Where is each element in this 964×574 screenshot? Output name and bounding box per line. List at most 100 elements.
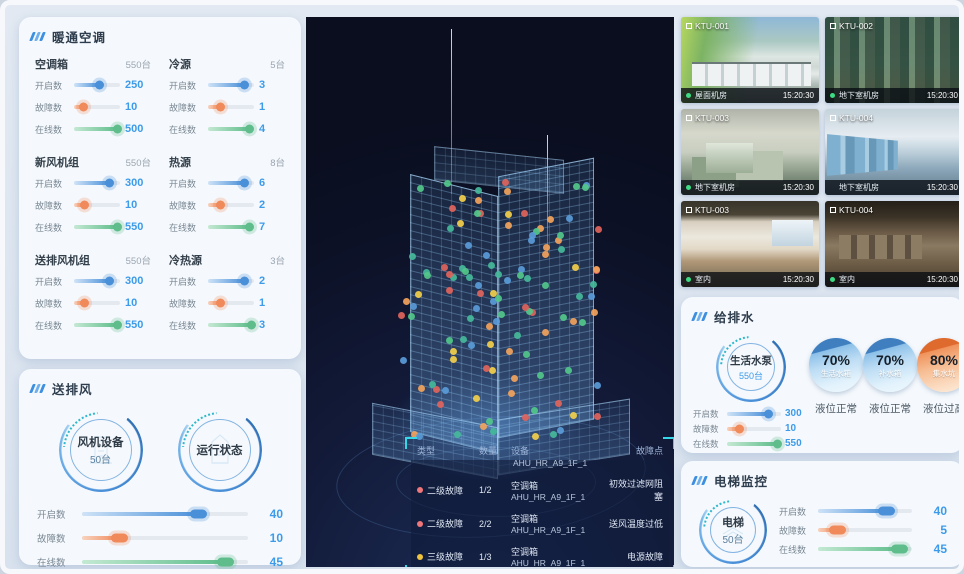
device-type: 空调箱 (511, 547, 539, 557)
slider-track[interactable] (208, 298, 254, 308)
camera-tile[interactable]: KTU-003 地下室机房 15:20:30 (681, 109, 819, 195)
slider-row: 在线数 500 (35, 118, 151, 140)
slider-knob[interactable] (216, 557, 234, 567)
camera-location: 屋面机房 (695, 91, 727, 100)
table-row[interactable]: 二级故障 1/2 空调箱 AHU_HR_A9_1F_1 初效过滤网阻塞 (411, 473, 669, 507)
slider-track[interactable] (74, 102, 120, 112)
slider-knob[interactable] (104, 276, 114, 286)
slider-knob[interactable] (215, 298, 225, 308)
slider-track[interactable] (818, 506, 912, 516)
slider-row: 开启数 3 (169, 74, 285, 96)
slider-track[interactable] (208, 276, 254, 286)
slider-knob[interactable] (112, 124, 122, 134)
slider-track[interactable] (74, 222, 122, 232)
slider-knob[interactable] (239, 80, 249, 90)
group-name: 热源 (169, 157, 191, 169)
table-row[interactable]: 二级故障 2/2 空调箱 AHU_HR_A9_1F_1 送风温度过低 (411, 507, 669, 540)
slider-track[interactable] (208, 320, 256, 330)
slider-track[interactable] (74, 178, 120, 188)
tank-gauge-makeup: 70% 补水箱 液位正常 (863, 338, 917, 451)
slider-track[interactable] (208, 200, 254, 210)
slider-knob[interactable] (890, 544, 908, 554)
slider-knob[interactable] (877, 506, 895, 516)
slider-knob[interactable] (215, 200, 225, 210)
slider-knob[interactable] (245, 124, 255, 134)
group-total: 550台 (125, 158, 151, 169)
slider-value: 40 (269, 507, 283, 521)
slider-track[interactable] (82, 557, 248, 567)
slider-knob[interactable] (80, 200, 90, 210)
slider-track[interactable] (208, 80, 254, 90)
slider-track[interactable] (727, 424, 781, 433)
slider-knob[interactable] (95, 80, 105, 90)
slider-label: 故障数 (169, 102, 197, 113)
group-name: 空调箱 (35, 59, 68, 71)
slider-knob[interactable] (239, 178, 249, 188)
live-dot (830, 277, 835, 282)
camera-location: 地下室机房 (839, 183, 879, 192)
slider-track[interactable] (82, 509, 248, 519)
slider-label: 开启数 (169, 178, 197, 189)
group-name: 冷热源 (169, 255, 202, 267)
slider-value: 3 (259, 79, 266, 91)
slider-track[interactable] (208, 102, 254, 112)
camera-tile[interactable]: KTU-004 地下室机房 15:20:30 (825, 109, 959, 195)
slider-row: 在线数 45 (779, 540, 947, 559)
slashes-icon (691, 472, 708, 490)
tank-gauge-domestic: 70% 生活水箱 液位正常 (809, 338, 863, 451)
slider-knob[interactable] (772, 439, 782, 448)
slider-knob[interactable] (110, 533, 128, 543)
slider-knob[interactable] (239, 276, 249, 286)
building-3d-view[interactable]: 类型 数量 设备 故障点 AHU_HR_A9_1F_1 二级故障 1/2 空调箱… (306, 17, 674, 567)
slider-knob[interactable] (763, 409, 773, 418)
slider-label: 开启数 (37, 510, 66, 521)
panel-elevator: 电梯监控 电梯 50台 开启数 40 故障数 5 在线数 45 (681, 461, 959, 567)
slider-knob[interactable] (79, 102, 89, 112)
slider-label: 故障数 (693, 423, 719, 434)
slider-track[interactable] (74, 200, 120, 210)
slider-knob[interactable] (112, 222, 122, 232)
slider-track[interactable] (208, 222, 255, 232)
slider-track[interactable] (74, 276, 120, 286)
table-row[interactable]: 三级故障 1/3 空调箱 AHU_HR_A9_1F_1 电源故障 (411, 540, 669, 567)
slider-track[interactable] (818, 525, 912, 535)
camera-tile[interactable]: KTU-001 屋面机房 15:20:30 (681, 17, 819, 103)
slider-track[interactable] (208, 178, 254, 188)
slider-row: 故障数 10 (35, 292, 151, 314)
slider-knob[interactable] (734, 424, 744, 433)
hvac-group-cold-source: 冷源 5台 开启数 3 故障数 1 在线数 4 (169, 52, 285, 140)
slider-track[interactable] (74, 124, 122, 134)
slider-track[interactable] (74, 80, 120, 90)
camera-tile[interactable]: KTU-004 室内 15:20:30 (825, 201, 959, 287)
slider-track[interactable] (74, 320, 122, 330)
camera-timestamp: 15:20:30 (926, 91, 958, 100)
camera-tile[interactable]: KTU-003 室内 15:20:30 (681, 201, 819, 287)
slider-track[interactable] (74, 298, 120, 308)
slider-knob[interactable] (245, 222, 255, 232)
slider-track[interactable] (727, 409, 781, 418)
group-name: 冷源 (169, 59, 191, 71)
slider-track[interactable] (208, 124, 255, 134)
slider-knob[interactable] (112, 320, 122, 330)
slider-knob[interactable] (246, 320, 256, 330)
camera-tile[interactable]: KTU-002 地下室机房 15:20:30 (825, 17, 959, 103)
slider-track[interactable] (727, 439, 782, 448)
table-header: 类型 数量 设备 故障点 (411, 441, 669, 460)
slider-row: 开启数 300 (35, 270, 151, 292)
slider-knob[interactable] (104, 178, 114, 188)
panel-header: 送排风 (29, 379, 289, 398)
device-id: AHU_HR_A9_1F_1 (511, 558, 586, 567)
tank-percent: 80% (929, 351, 959, 368)
slider-knob[interactable] (828, 525, 846, 535)
slider-knob[interactable] (190, 509, 208, 519)
gauge-sub: 550台 (738, 370, 764, 381)
hvac-group-heat-source: 热源 8台 开启数 6 故障数 2 在线数 7 (169, 150, 285, 238)
slider-value: 300 (125, 275, 144, 287)
slider-track[interactable] (82, 533, 248, 543)
slider-value: 250 (125, 79, 144, 91)
camera-id: KTU-001 (695, 21, 730, 31)
tank-status: 液位过高 (923, 403, 964, 415)
slider-knob[interactable] (215, 102, 225, 112)
slider-knob[interactable] (80, 298, 90, 308)
slider-track[interactable] (818, 544, 912, 554)
